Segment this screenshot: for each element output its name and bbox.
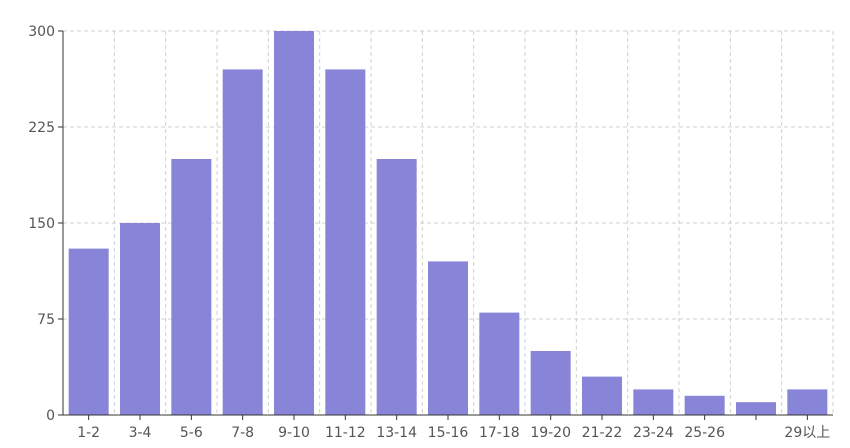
tick-labels: 0 75 150 225 300 1-2 3-4 5-6 7-8 9-10 11-12 13-14 15… — [28, 24, 830, 441]
x-tick-label: 17-18 — [479, 425, 520, 441]
x-tick-label: 13-14 — [376, 425, 417, 441]
x-tick-label: 11-12 — [325, 425, 366, 441]
bar — [787, 389, 828, 415]
y-tick-label: 150 — [28, 216, 55, 232]
bars — [68, 31, 828, 416]
x-tick-label: 29以上 — [784, 425, 830, 441]
bar — [736, 402, 776, 415]
bar — [633, 389, 674, 415]
x-tick-label: 5-6 — [180, 425, 203, 441]
x-tick-label: 1-2 — [77, 425, 100, 441]
bar — [325, 69, 366, 416]
bar — [479, 312, 520, 415]
bar — [582, 376, 622, 415]
y-tick-label: 75 — [37, 312, 55, 328]
grid — [63, 30, 834, 415]
x-tick-label: 19-20 — [530, 425, 571, 441]
y-tick-label: 0 — [46, 408, 55, 424]
bar — [274, 31, 314, 415]
x-tick-label: 25-26 — [684, 425, 725, 441]
y-tick-label: 300 — [28, 24, 55, 40]
bar — [222, 69, 263, 416]
bar — [530, 351, 571, 415]
y-tick-label: 225 — [28, 120, 55, 136]
axes — [58, 30, 833, 420]
x-tick-label: 15-16 — [428, 425, 469, 441]
bar — [68, 248, 109, 415]
bar — [376, 159, 417, 415]
bar — [428, 261, 468, 415]
x-tick-label: 23-24 — [633, 425, 674, 441]
x-tick-label: 21-22 — [582, 425, 623, 441]
bar — [120, 223, 160, 415]
x-tick-label: 9-10 — [278, 425, 310, 441]
x-tick-label: 3-4 — [129, 425, 152, 441]
bar — [684, 395, 725, 415]
x-tick-label: 7-8 — [231, 425, 254, 441]
bar — [171, 159, 212, 415]
